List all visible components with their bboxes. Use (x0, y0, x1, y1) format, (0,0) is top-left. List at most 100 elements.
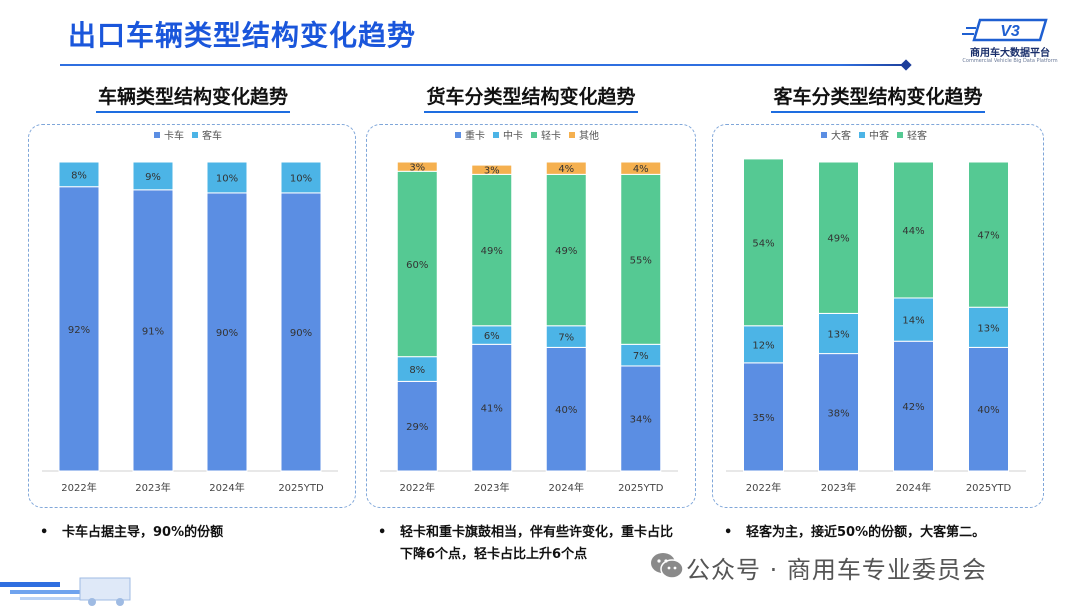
legend-item: 客车 (192, 129, 222, 142)
decorative-truck-graphic (0, 577, 131, 606)
data-label: 38% (827, 408, 849, 419)
legend-swatch (154, 132, 160, 138)
data-label: 91% (142, 326, 164, 337)
panel-box-vehicle (28, 124, 356, 508)
data-label: 55% (630, 255, 652, 266)
panel-box-bus (712, 124, 1044, 508)
bar-segment (471, 164, 513, 175)
legend-label: 卡车 (164, 129, 184, 142)
data-label: 7% (633, 351, 649, 362)
legend-label: 轻客 (907, 129, 927, 142)
data-label: 12% (752, 340, 774, 351)
legend-swatch (821, 132, 827, 138)
data-label: 8% (71, 170, 87, 181)
bar-segment (620, 365, 662, 472)
legend-swatch (859, 132, 865, 138)
data-label: 13% (827, 329, 849, 340)
legend-label: 轻卡 (541, 129, 561, 142)
data-label: 34% (630, 414, 652, 425)
data-label: 4% (633, 164, 649, 175)
data-label: 40% (555, 405, 577, 416)
legend-label: 中卡 (503, 129, 523, 142)
legend-item: 其他 (569, 129, 599, 142)
bar-segment (620, 173, 662, 345)
data-label: 49% (827, 234, 849, 245)
legend-swatch (569, 132, 575, 138)
legend-item: 轻卡 (531, 129, 561, 142)
bar-segment (893, 340, 934, 472)
bar-segment (743, 325, 784, 364)
data-label: 29% (406, 422, 428, 433)
legend-item: 中卡 (493, 129, 523, 142)
logo-name: 商用车大数据平台 (970, 48, 1050, 59)
bar-segment (396, 170, 438, 358)
bar-segment (58, 161, 100, 188)
data-label: 47% (977, 231, 999, 242)
bar-segment (58, 186, 100, 472)
bar-segment (132, 161, 174, 191)
legend-swatch (455, 132, 461, 138)
bullet-dot: • (378, 525, 387, 540)
data-label: 49% (481, 246, 503, 257)
x-tick-label: 2022年 (400, 481, 435, 494)
data-label: 90% (290, 328, 312, 339)
bar-segment (396, 356, 438, 382)
bar-segment (471, 343, 513, 472)
bar-segment (471, 173, 513, 327)
bar-segment (620, 161, 662, 175)
bar-segment (743, 158, 784, 327)
bar-segment (396, 161, 438, 172)
brand-logo: V3 商用车大数据平台 Commercial Vehicle Big Data … (960, 14, 1060, 66)
data-label: 90% (216, 328, 238, 339)
bar-segment (968, 161, 1009, 308)
logo-subtitle: Commercial Vehicle Big Data Platform (962, 58, 1058, 64)
chart-vehicle-type: 卡车 客车 92% 8% 2022年 91% 9% 2023年 90% 10% 2024年 90% 10… (42, 129, 338, 494)
data-label: 8% (409, 365, 425, 376)
x-tick-label: 2025YTD (966, 483, 1012, 494)
bar-segment (280, 161, 322, 194)
panel-title-vehicle: 车辆类型结构变化趋势 (28, 82, 358, 113)
logo-truck-icon: V3 (962, 18, 1048, 42)
legend-item: 卡车 (154, 129, 184, 142)
note-truck: • 轻卡和重卡旗鼓相当，伴有些许变化，重卡占比 下降6个点，轻卡占比上升6个点 (378, 522, 673, 566)
data-label: 6% (484, 331, 500, 342)
bar-segment (545, 161, 587, 175)
bar-segment (818, 161, 859, 314)
panel-title-bus: 客车分类型结构变化趋势 (712, 82, 1044, 113)
legend-item: 大客 (821, 129, 851, 142)
wechat-account-text: 公众号 · 商用车专业委员会 (686, 556, 987, 584)
bar-segment (545, 173, 587, 327)
x-tick-label: 2025YTD (278, 483, 324, 494)
legend-swatch (531, 132, 537, 138)
data-label: 60% (406, 260, 428, 271)
x-tick-label: 2025YTD (618, 483, 664, 494)
bar-segment (893, 297, 934, 342)
page-title: 出口车辆类型结构变化趋势 (68, 19, 417, 52)
data-label: 3% (484, 166, 500, 177)
panel-box-truck (366, 124, 696, 508)
legend-item: 轻客 (897, 129, 927, 142)
title-rule-end (900, 59, 912, 71)
data-label: 4% (558, 164, 574, 175)
legend-label: 其他 (579, 129, 599, 142)
panel-title-truck: 货车分类型结构变化趋势 (366, 82, 696, 113)
note-bus: • 轻客为主，接近50%的份额，大客第二。 (724, 522, 985, 544)
data-label: 49% (555, 246, 577, 257)
data-label: 9% (145, 172, 161, 183)
legend-item: 重卡 (455, 129, 485, 142)
data-label: 13% (977, 323, 999, 334)
legend-label: 中客 (869, 129, 889, 142)
bullet-dot: • (40, 525, 49, 540)
legend-swatch (192, 132, 198, 138)
bar-segment (396, 380, 438, 472)
legend-label: 客车 (202, 129, 222, 142)
bullet-dot: • (724, 525, 733, 540)
data-label: 3% (409, 163, 425, 174)
legend-label: 重卡 (465, 129, 485, 142)
x-tick-label: 2023年 (135, 481, 170, 494)
data-label: 40% (977, 405, 999, 416)
x-tick-label: 2022年 (61, 481, 96, 494)
bar-segment (206, 161, 248, 194)
x-tick-label: 2022年 (746, 481, 781, 494)
legend-label: 大客 (831, 129, 851, 142)
